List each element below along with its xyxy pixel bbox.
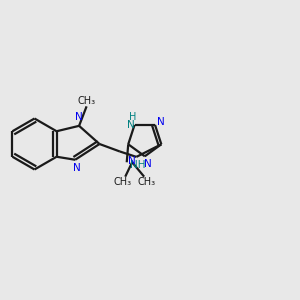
Text: N: N [127,120,135,130]
Text: CH₃: CH₃ [77,96,96,106]
Text: N: N [128,156,136,166]
Text: CH₃: CH₃ [114,177,132,187]
Text: N: N [144,159,152,169]
Text: H: H [129,112,137,122]
Text: N: N [157,117,164,127]
Text: NH: NH [130,160,145,170]
Text: CH₃: CH₃ [137,177,156,187]
Text: N: N [73,163,81,173]
Text: N: N [75,112,83,122]
